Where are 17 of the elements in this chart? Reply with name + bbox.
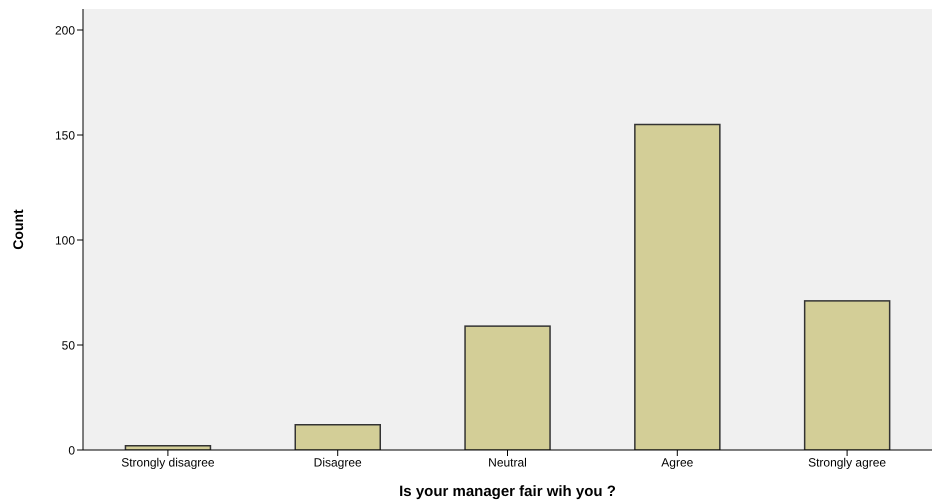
x-tick-label: Strongly disagree (121, 456, 215, 470)
x-tick-label: Agree (661, 456, 694, 470)
bar (804, 300, 890, 450)
y-axis-title: Count (10, 208, 26, 250)
bar (294, 424, 381, 450)
y-tick-label: 200 (54, 23, 76, 38)
y-tick-label: 50 (62, 338, 76, 352)
y-tick-label: 150 (54, 128, 76, 142)
bar (124, 445, 212, 450)
bar (634, 124, 721, 450)
x-tick-label: Neutral (488, 456, 527, 470)
x-tick-label: Strongly agree (808, 456, 886, 470)
x-axis-title: Is your manager fair wih you ? (399, 483, 616, 500)
bar (464, 325, 551, 450)
y-tick-label: 0 (68, 443, 76, 458)
y-tick-label: 100 (54, 233, 76, 248)
x-tick-label: Disagree (314, 456, 362, 470)
